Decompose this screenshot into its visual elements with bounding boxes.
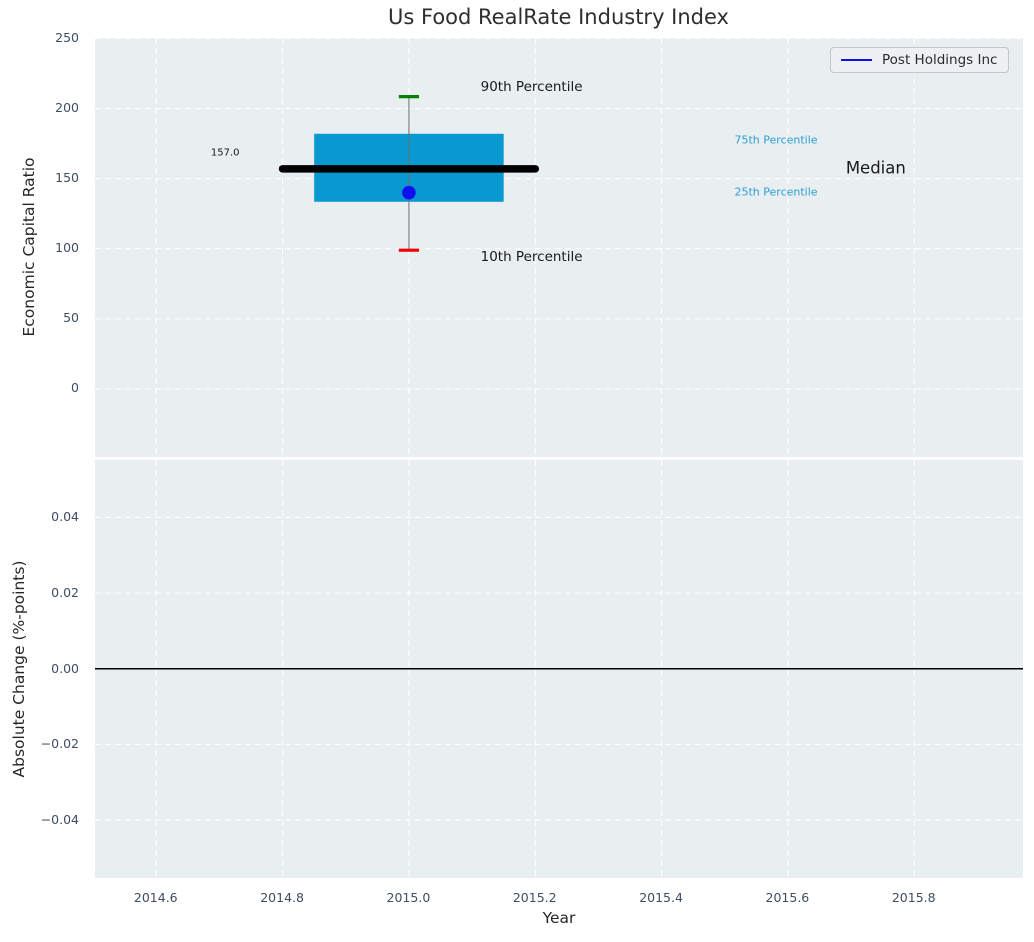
bottom-plot-area xyxy=(94,460,1023,878)
annotation-label: 25th Percentile xyxy=(734,185,818,199)
x-tick-label: 2014.6 xyxy=(133,890,178,905)
y-tick-label: −0.04 xyxy=(40,812,79,828)
x-tick-label: 2015.8 xyxy=(891,890,936,905)
company-point xyxy=(401,185,416,199)
legend: Post Holdings Inc xyxy=(830,47,1010,73)
top-plot-area xyxy=(94,37,1023,457)
y-tick-label: 0.02 xyxy=(51,585,79,601)
chart-title: Us Food RealRate Industry Index xyxy=(388,5,729,29)
annotation-label: 90th Percentile xyxy=(480,79,583,95)
x-tick-label: 2015.2 xyxy=(512,890,557,905)
x-axis-label: Year xyxy=(542,909,576,927)
y-tick-label: 0.00 xyxy=(51,660,79,676)
legend-line-swatch xyxy=(841,59,872,61)
y-tick-label: 250 xyxy=(55,29,79,45)
y-tick-label: −0.02 xyxy=(40,736,79,752)
annotation-label: Median xyxy=(845,158,906,178)
x-tick-label: 2015.0 xyxy=(386,890,431,905)
annotation-label: 75th Percentile xyxy=(734,133,818,147)
annotation-label: 157.0 xyxy=(210,147,240,159)
y-tick-label: 50 xyxy=(63,310,79,326)
y-tick-label: 0 xyxy=(71,380,79,396)
y-tick-label: 100 xyxy=(55,240,79,256)
y-tick-label: 0.04 xyxy=(51,509,79,525)
y-tick-label: 200 xyxy=(55,100,79,116)
x-tick-label: 2014.8 xyxy=(260,890,304,905)
x-tick-label: 2015.6 xyxy=(765,890,810,905)
annotation-label: 10th Percentile xyxy=(480,248,583,265)
legend-label: Post Holdings Inc xyxy=(882,52,998,68)
y-tick-label: 150 xyxy=(55,170,79,186)
x-tick-label: 2015.4 xyxy=(639,890,683,905)
